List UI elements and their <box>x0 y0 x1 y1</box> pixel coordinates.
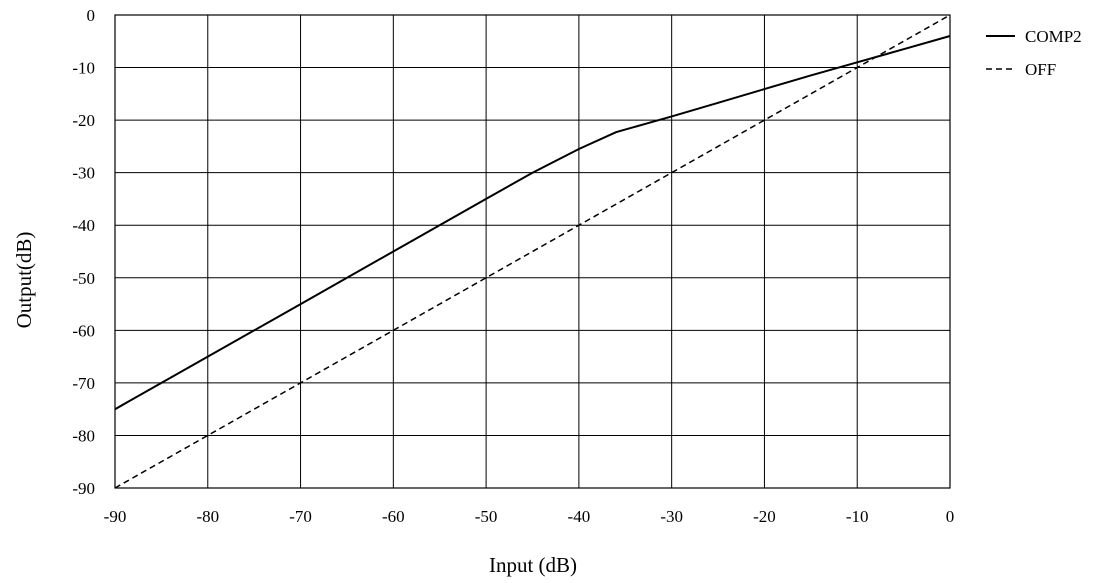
x-tick-label: -70 <box>289 507 312 526</box>
y-tick-label: 0 <box>87 6 96 25</box>
y-tick-label: -20 <box>72 111 95 130</box>
y-axis-title: Output(dB) <box>12 232 36 329</box>
x-tick-label: -20 <box>753 507 776 526</box>
x-tick-label: -80 <box>196 507 219 526</box>
x-tick-label: -90 <box>104 507 127 526</box>
x-axis-title: Input (dB) <box>489 553 577 577</box>
y-tick-label: -90 <box>72 479 95 498</box>
y-tick-label: -10 <box>72 59 95 78</box>
x-tick-label: -10 <box>846 507 869 526</box>
x-tick-label: -60 <box>382 507 405 526</box>
y-tick-label: -60 <box>72 321 95 340</box>
series-line-off <box>114 14 951 489</box>
x-tick-label: -40 <box>568 507 591 526</box>
x-tick-label: 0 <box>946 507 955 526</box>
plot-area-frame <box>114 14 951 489</box>
x-tick-label: -30 <box>660 507 683 526</box>
series-lines <box>114 14 951 489</box>
y-tick-label: -80 <box>72 426 95 445</box>
y-tick-labels: 0 -10 -20 -30 -40 -50 -60 -70 -80 -90 <box>72 6 95 498</box>
series-line-comp2 <box>114 35 951 411</box>
legend-label-comp2: COMP2 <box>1025 27 1082 46</box>
y-tick-label: -30 <box>72 164 95 183</box>
y-tick-label: -50 <box>72 269 95 288</box>
x-tick-label: -50 <box>475 507 498 526</box>
y-tick-label: -40 <box>72 216 95 235</box>
x-tick-labels: -90 -80 -70 -60 -50 -40 -30 -20 -10 0 <box>104 507 955 526</box>
y-tick-label: -70 <box>72 374 95 393</box>
legend: COMP2 OFF <box>986 27 1082 79</box>
legend-label-off: OFF <box>1025 60 1056 79</box>
